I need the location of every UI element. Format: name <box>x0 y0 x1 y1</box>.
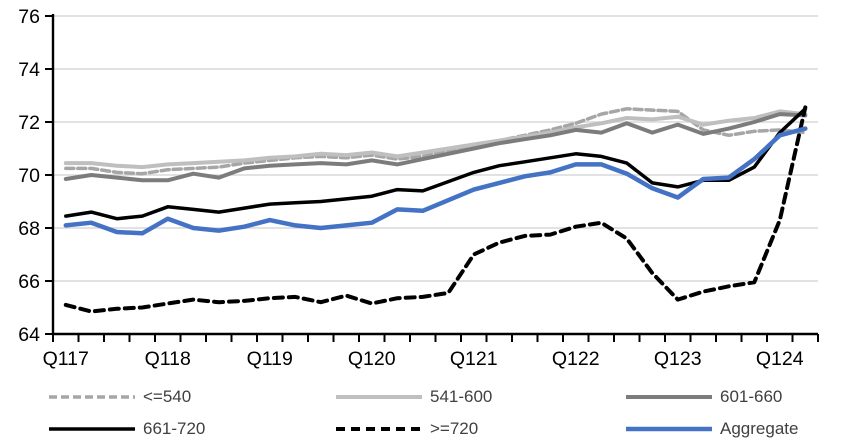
y-tick-label: 70 <box>18 165 40 187</box>
x-tick-label: Q119 <box>247 348 293 370</box>
series-661720 <box>64 107 808 221</box>
series-601660 <box>63 112 808 183</box>
y-tick-label: 74 <box>18 59 40 81</box>
legend-label: >=720 <box>430 419 479 438</box>
legend-swatch <box>336 395 422 399</box>
legend-swatch <box>626 426 712 432</box>
legend-swatch <box>336 427 422 431</box>
y-tick-label: 66 <box>18 271 40 293</box>
x-tick-label: Q120 <box>348 348 396 370</box>
legend-label: 661-720 <box>143 419 206 438</box>
x-tick-label: Q122 <box>552 348 600 370</box>
series-540 <box>64 107 808 176</box>
series-720 <box>63 105 808 314</box>
legend-swatch <box>49 395 135 399</box>
legend-swatch <box>626 395 712 399</box>
legend-item-720: >=720 <box>335 420 478 438</box>
x-tick-label: Q121 <box>450 348 498 370</box>
y-tick-label: 64 <box>18 324 40 346</box>
legend-swatch <box>49 427 135 431</box>
y-tick-label: 76 <box>18 6 40 28</box>
legend-label: 541-600 <box>430 387 493 406</box>
chart-svg: 64 66 68 70 72 74 76 Q117 Q118 Q119 Q120 Q121 Q122 Q1… <box>18 6 819 370</box>
legend-label: <=540 <box>143 387 192 406</box>
y-tick-label: 68 <box>18 218 40 240</box>
x-tick-label: Q117 <box>43 348 89 370</box>
legend-item-661720: 661-720 <box>48 420 205 438</box>
series-Aggregate <box>63 126 808 236</box>
legend-item-541600: 541-600 <box>335 388 492 406</box>
x-tick-label: Q118 <box>145 348 191 370</box>
x-tick-label: Q124 <box>756 348 804 370</box>
legend-item-601660: 601-660 <box>625 388 782 406</box>
legend-item-540: <=540 <box>48 388 191 406</box>
legend-label: 601-660 <box>720 387 783 406</box>
legend-item-Aggregate: Aggregate <box>625 420 798 438</box>
x-tick-label: Q123 <box>654 348 702 370</box>
legend-label: Aggregate <box>720 419 799 438</box>
y-tick-label: 72 <box>18 112 40 134</box>
series-541600 <box>63 109 808 170</box>
